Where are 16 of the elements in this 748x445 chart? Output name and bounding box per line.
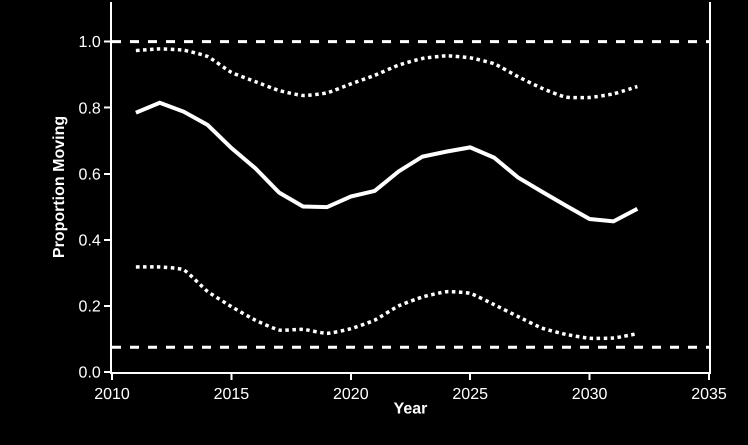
line-series [134,100,640,224]
y-tick-label: 0.0 [78,364,101,382]
line-series [134,47,640,100]
x-tick-label: 2025 [452,386,488,404]
x-tick-label: 2035 [691,386,727,404]
x-tick-label: 2010 [94,386,130,404]
y-tick-label: 0.2 [78,298,101,316]
y-tick-label: 0.4 [78,232,101,250]
x-tick-label: 2015 [214,386,250,404]
y-tick-label: 1.0 [78,34,101,52]
x-axis-title: Year [394,400,428,418]
y-axis-title: Proportion Moving [50,116,68,258]
y-tick-label: 0.6 [78,166,101,184]
y-tick-label: 0.8 [78,100,101,118]
x-tick-label: 2030 [572,386,608,404]
x-tick-label: 2020 [333,386,369,404]
